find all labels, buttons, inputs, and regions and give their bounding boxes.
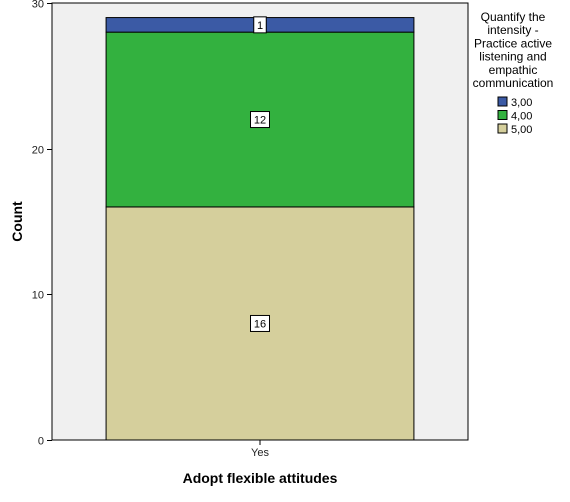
legend-label: 5,00 bbox=[511, 124, 532, 136]
legend-label: 3,00 bbox=[511, 97, 532, 109]
data-label-box bbox=[250, 111, 270, 129]
data-label: 16 bbox=[254, 318, 266, 330]
legend-title-line: listening and bbox=[479, 50, 546, 64]
y-axis-title: Count bbox=[9, 201, 25, 242]
legend-title-line: communication bbox=[473, 76, 554, 90]
data-label: 1 bbox=[257, 20, 263, 32]
x-tick-label: Yes bbox=[251, 447, 269, 459]
y-tick-label: 10 bbox=[32, 290, 44, 302]
data-label-box bbox=[253, 16, 267, 34]
y-tick-label: 30 bbox=[32, 0, 44, 11]
y-tick-label: 20 bbox=[32, 145, 44, 157]
legend-label: 4,00 bbox=[511, 111, 532, 123]
legend-title-line: Quantify the bbox=[481, 10, 546, 24]
legend-swatch bbox=[497, 96, 508, 107]
legend-title-line: intensity - bbox=[487, 23, 538, 37]
x-axis-title: Adopt flexible attitudes bbox=[183, 470, 338, 486]
legend-swatch bbox=[497, 123, 508, 134]
legend-title-line: Practice active bbox=[474, 36, 552, 50]
data-label: 12 bbox=[254, 115, 266, 127]
y-tick-label: 0 bbox=[38, 436, 44, 448]
data-label-box bbox=[250, 314, 270, 332]
legend-swatch bbox=[497, 110, 508, 120]
legend-title-line: empathic bbox=[489, 63, 538, 77]
